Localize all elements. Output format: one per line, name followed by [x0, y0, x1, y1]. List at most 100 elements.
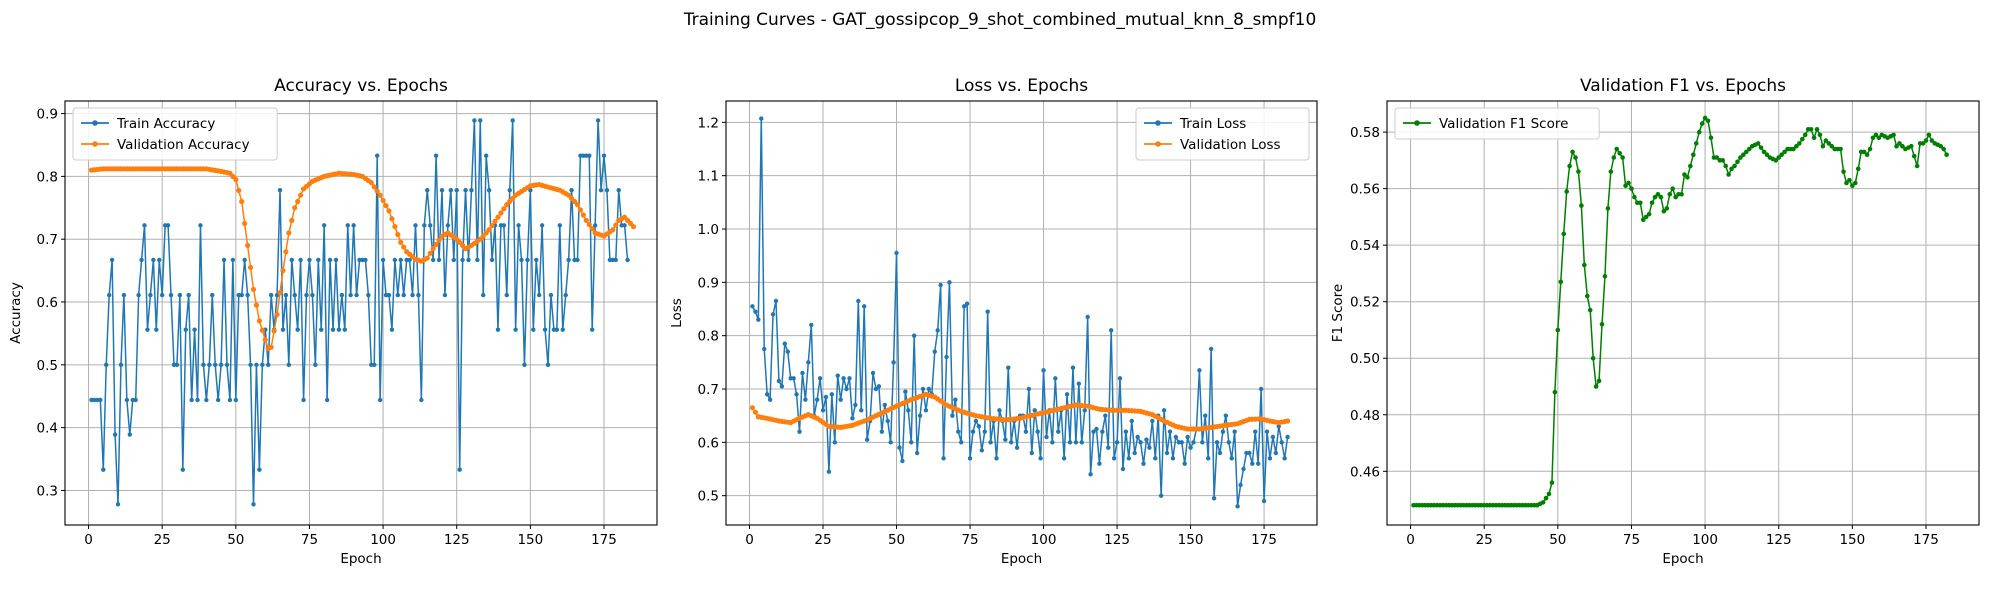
f1-ytick-label: 0.58	[1350, 125, 1380, 141]
accuracy-data-point	[307, 257, 312, 263]
loss-data-point	[785, 349, 790, 354]
accuracy-ylabel: Accuracy	[8, 282, 24, 344]
accuracy-data-point	[345, 223, 350, 228]
f1-data-point	[1549, 480, 1555, 485]
loss-data-point	[864, 437, 870, 442]
accuracy-data-point	[410, 292, 415, 298]
loss-data-point	[1164, 450, 1170, 456]
loss-data-point	[1229, 456, 1234, 461]
f1-data-point	[1546, 491, 1552, 497]
loss-data-point	[900, 458, 905, 464]
f1-data-point	[1608, 169, 1614, 174]
loss-data-point	[1144, 437, 1149, 442]
f1-data-point	[1705, 118, 1711, 124]
loss-data-point	[1114, 440, 1120, 445]
accuracy-data-point	[539, 223, 545, 228]
f1-data-point	[1540, 500, 1546, 505]
loss-data-point	[911, 333, 917, 338]
loss-data-point	[791, 376, 796, 381]
accuracy-xtick-label: 175	[591, 532, 617, 548]
accuracy-data-point	[124, 397, 130, 403]
accuracy-data-point	[501, 206, 507, 212]
accuracy-data-point	[583, 217, 589, 223]
f1-data-point	[1914, 163, 1920, 169]
accuracy-data-point	[363, 257, 368, 263]
accuracy-data-point	[613, 257, 618, 263]
accuracy-data-point	[513, 327, 518, 332]
accuracy-data-point	[587, 153, 592, 158]
loss-data-point	[1097, 461, 1102, 466]
accuracy-legend: Train Accuracy Validation Accuracy	[72, 107, 278, 161]
f1-data-point	[1611, 155, 1617, 160]
accuracy-data-point	[260, 362, 265, 368]
f1-ytick-label: 0.54	[1350, 238, 1380, 254]
loss-legend-marker	[1155, 120, 1161, 126]
f1-data-point	[1808, 126, 1814, 132]
f1-data-point	[1929, 138, 1935, 143]
loss-ytick-label: 0.9	[698, 275, 719, 291]
accuracy-data-point	[118, 362, 124, 368]
accuracy-data-point	[595, 118, 601, 123]
f1-legend-marker	[1414, 120, 1420, 126]
f1-data-point	[1741, 152, 1746, 158]
accuracy-data-point	[422, 223, 427, 228]
accuracy-data-point	[448, 188, 454, 193]
accuracy-data-point	[210, 292, 215, 298]
loss-legend-box	[1135, 107, 1310, 161]
loss-ylabel: Loss	[669, 298, 685, 328]
loss-data-point	[873, 386, 879, 392]
f1-data-point	[1729, 166, 1734, 172]
loss-data-point	[762, 346, 767, 352]
loss-data-point	[1197, 368, 1202, 373]
accuracy-data-point	[351, 223, 356, 228]
f1-data-point	[1558, 279, 1564, 285]
accuracy-data-point	[548, 292, 554, 298]
accuracy-data-point	[295, 198, 301, 205]
loss-data-point	[1135, 434, 1140, 440]
accuracy-data-point	[469, 188, 474, 193]
accuracy-data-point	[259, 327, 265, 333]
loss-data-point	[1161, 408, 1167, 413]
accuracy-ytick-label: 0.6	[37, 295, 58, 311]
f1-data-point	[1579, 203, 1584, 208]
accuracy-data-point	[165, 223, 171, 228]
loss-data-point	[829, 392, 835, 397]
loss-data-point	[888, 440, 893, 445]
accuracy-data-point	[483, 153, 489, 158]
loss-data-point	[820, 408, 826, 413]
f1-ytick-label: 0.56	[1350, 182, 1380, 198]
loss-data-point	[750, 304, 755, 309]
loss-data-point	[1064, 392, 1070, 397]
accuracy-data-point	[486, 188, 492, 193]
f1-data-point	[1870, 135, 1876, 141]
f1-data-point	[1714, 155, 1720, 160]
f1-xtick-label: 150	[1839, 532, 1865, 548]
accuracy-data-point	[316, 257, 321, 263]
accuracy-data-point	[407, 257, 412, 263]
accuracy-data-point	[159, 292, 165, 298]
loss-data-point	[909, 440, 914, 445]
accuracy-data-point	[389, 216, 395, 222]
loss-data-point	[1150, 418, 1155, 424]
f1-data-point	[1811, 135, 1817, 141]
accuracy-data-point	[445, 223, 451, 228]
f1-data-point	[1682, 172, 1687, 177]
loss-data-point	[932, 349, 937, 354]
f1-data-point	[1926, 132, 1932, 138]
accuracy-data-point	[204, 397, 209, 403]
accuracy-data-point	[168, 292, 174, 298]
loss-data-point	[926, 386, 932, 392]
accuracy-xtick-label: 75	[301, 532, 318, 548]
f1-data-point	[1685, 175, 1690, 180]
accuracy-data-point	[324, 397, 330, 403]
accuracy-data-point	[336, 327, 342, 332]
accuracy-data-point	[507, 188, 512, 193]
accuracy-data-point	[136, 292, 141, 298]
f1-data-point	[1735, 159, 1740, 165]
f1-data-point	[1699, 121, 1705, 126]
f1-data-point	[1643, 214, 1649, 220]
loss-data-point	[976, 424, 982, 429]
accuracy-data-point	[245, 292, 250, 298]
f1-data-point	[1629, 186, 1634, 191]
accuracy-data-point	[589, 226, 595, 232]
